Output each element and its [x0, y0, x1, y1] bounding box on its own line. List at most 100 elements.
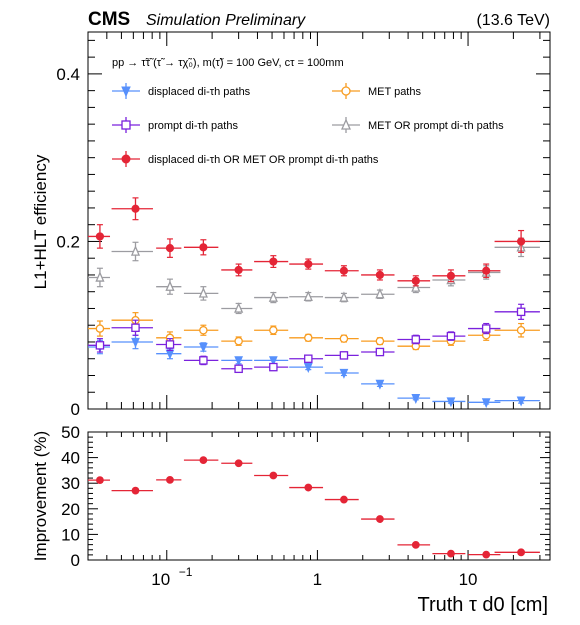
- data-point: [339, 368, 349, 379]
- improvement-y-ticks: 0 10 20 30 40 50: [61, 423, 550, 570]
- data-point: [481, 324, 491, 333]
- data-point: [304, 333, 313, 343]
- data-point: [121, 86, 131, 98]
- data-point: [130, 245, 141, 256]
- data-point: [481, 398, 491, 409]
- efficiency-x-ticks: [87, 32, 541, 409]
- data-point: [447, 549, 455, 558]
- experiment-label: CMS: [88, 9, 130, 30]
- y-tick-label: 40: [61, 449, 80, 468]
- data-point: [199, 243, 208, 252]
- data-point: [234, 302, 244, 313]
- efficiency-panel: 0 0.2 0.4 L1+HLT efficiency pp → τ̃τ̃ (τ̃ …: [31, 31, 551, 419]
- data-point: [199, 325, 208, 335]
- data-point: [411, 276, 420, 285]
- data-point: [95, 324, 105, 333]
- efficiency-y-ticks: 0 0.2 0.4: [56, 39, 550, 419]
- data-point: [96, 476, 104, 485]
- data-point: [269, 471, 278, 480]
- data-point: [234, 265, 243, 275]
- y-tick-label: 30: [61, 474, 80, 493]
- y-tick-label: 10: [61, 525, 80, 544]
- data-point: [375, 288, 385, 299]
- process-annotation: pp → τ̃τ̃ (τ̃ → τχ̃₀), m(τ̃) = 100 GeV, …: [112, 57, 344, 69]
- data-point: [376, 515, 384, 523]
- data-point: [304, 483, 313, 492]
- data-point: [516, 325, 526, 335]
- data-point: [234, 364, 243, 374]
- legend-item: displaced di-τh OR MET OR prompt di-τh p…: [112, 151, 379, 167]
- data-point: [303, 363, 313, 373]
- data-point: [95, 232, 105, 241]
- data-point: [375, 270, 385, 280]
- data-point: [375, 379, 385, 390]
- data-point: [165, 244, 175, 253]
- improvement-panel: 0 10 20 30 40 50 10 −1 1 10 Improvement (%) Trut…: [31, 423, 551, 616]
- data-point: [199, 356, 208, 365]
- data-point: [411, 281, 421, 292]
- y-tick-label: 0: [71, 551, 80, 570]
- data-point: [166, 475, 174, 484]
- data-point: [121, 154, 131, 164]
- data-point: [375, 336, 385, 346]
- legend-item: MET paths: [332, 83, 421, 99]
- data-point: [339, 291, 349, 302]
- legend-item: displaced di-τh paths: [112, 83, 251, 99]
- efficiency-y-axis-label: L1+HLT efficiency: [31, 154, 50, 289]
- data-point: [234, 336, 243, 346]
- y-tick-label: 0.2: [56, 232, 80, 251]
- legend-label: prompt di-τh paths: [148, 120, 238, 132]
- data-point: [95, 341, 105, 350]
- data-point: [131, 486, 140, 495]
- data-point: [341, 86, 351, 96]
- data-point: [269, 362, 278, 372]
- data-point: [131, 337, 140, 348]
- y-tick-label: 0: [71, 400, 80, 419]
- x-tick-exponent: −1: [179, 565, 193, 579]
- energy-label: (13.6 TeV): [476, 12, 550, 29]
- legend: displaced di-τh paths MET paths prompt di-…: [112, 83, 504, 167]
- legend-item: MET OR prompt di-τh paths: [332, 117, 504, 133]
- data-point: [411, 394, 421, 404]
- data-point: [446, 397, 456, 408]
- x-tick-label: 10: [151, 570, 170, 589]
- data-point: [269, 257, 278, 266]
- data-point: [446, 331, 456, 341]
- data-point: [482, 266, 491, 275]
- data-point: [131, 323, 140, 332]
- x-axis-label: Truth τ d0 [cm]: [417, 594, 548, 616]
- data-point: [199, 456, 208, 465]
- data-point: [198, 287, 208, 298]
- y-tick-label: 50: [61, 423, 80, 442]
- data-point: [482, 550, 491, 559]
- data-point: [339, 351, 349, 360]
- data-point: [339, 334, 349, 343]
- improvement-y-axis-label: Improvement (%): [31, 431, 50, 561]
- data-point: [516, 396, 526, 407]
- efficiency-data: [88, 197, 540, 409]
- legend-label: displaced di-τh paths: [148, 86, 251, 98]
- y-tick-label: 0.4: [56, 65, 80, 84]
- improvement-data: [88, 456, 540, 559]
- legend-item: prompt di-τh paths: [112, 117, 238, 133]
- legend-label: MET OR prompt di-τh paths: [368, 120, 504, 132]
- legend-label: displaced di-τh OR MET OR prompt di-τh p…: [148, 154, 379, 166]
- data-point: [268, 291, 278, 302]
- data-point: [340, 495, 348, 504]
- data-point: [411, 335, 421, 344]
- data-point: [165, 340, 175, 349]
- data-point: [95, 271, 105, 282]
- y-tick-label: 20: [61, 500, 80, 519]
- data-point: [516, 237, 526, 246]
- improvement-x-ticks: 10 −1 1 10: [87, 432, 541, 589]
- data-point: [303, 290, 313, 301]
- x-tick-label: 1: [313, 570, 322, 589]
- data-point: [304, 354, 313, 363]
- data-point: [516, 307, 526, 317]
- data-point: [517, 548, 525, 557]
- data-point: [268, 356, 278, 367]
- data-point: [340, 118, 352, 130]
- data-point: [304, 259, 313, 269]
- improvement-plot-frame: [87, 431, 551, 561]
